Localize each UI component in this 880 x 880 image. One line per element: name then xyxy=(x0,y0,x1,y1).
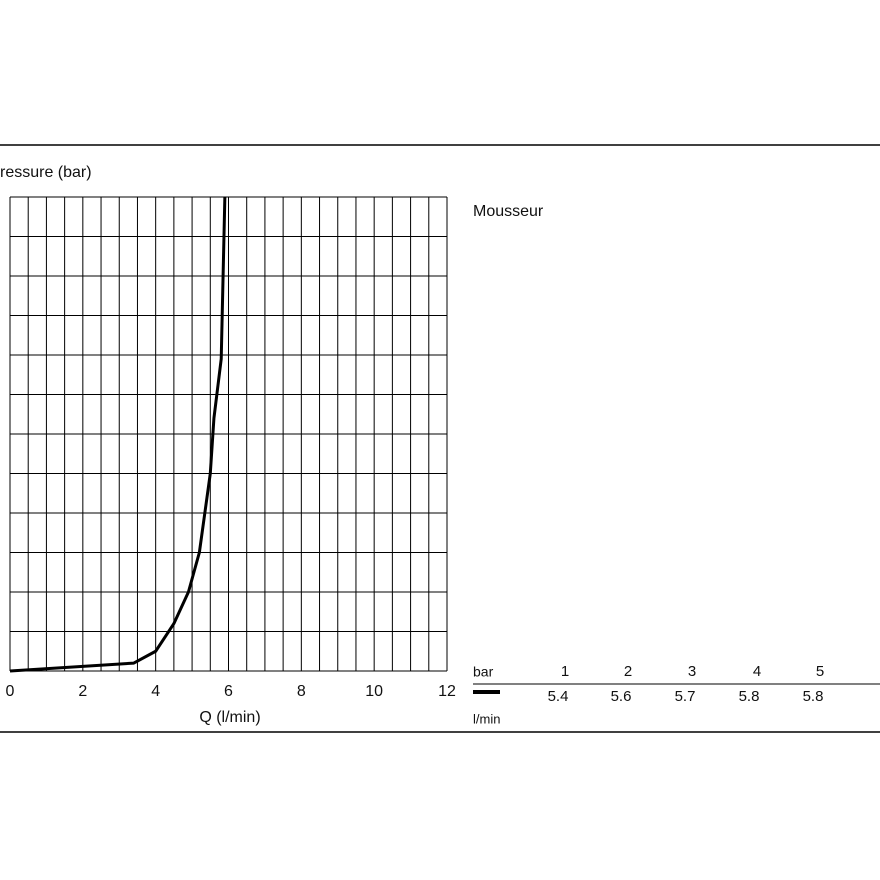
x-tick-label: 10 xyxy=(365,683,383,700)
table-pressure: 2 xyxy=(624,663,632,680)
product-label: Mousseur xyxy=(473,203,544,220)
x-tick-label: 8 xyxy=(297,683,306,700)
x-tick-label: 12 xyxy=(438,683,456,700)
table-flow: 5.8 xyxy=(739,688,760,705)
x-tick-label: 4 xyxy=(151,683,160,700)
x-axis-label: Q (l/min) xyxy=(199,709,260,726)
table-flow: 5.7 xyxy=(675,688,696,705)
table-flow: 5.4 xyxy=(548,688,569,705)
table-pressure: 4 xyxy=(753,663,761,680)
table-header-label: bar xyxy=(473,664,494,680)
frame xyxy=(0,144,880,733)
table-unit-label: l/min xyxy=(473,711,500,726)
curve xyxy=(9,196,227,673)
table-pressure: 5 xyxy=(816,663,824,680)
table-pressure: 1 xyxy=(561,663,569,680)
x-tick-label: 6 xyxy=(224,683,233,700)
x-tick-label: 2 xyxy=(78,683,87,700)
x-tick-label: 0 xyxy=(6,683,15,700)
table-flow: 5.6 xyxy=(611,688,632,705)
table-flow: 5.8 xyxy=(803,688,824,705)
table-pressure: 3 xyxy=(688,663,696,680)
y-axis-label: ressure (bar) xyxy=(0,164,92,181)
